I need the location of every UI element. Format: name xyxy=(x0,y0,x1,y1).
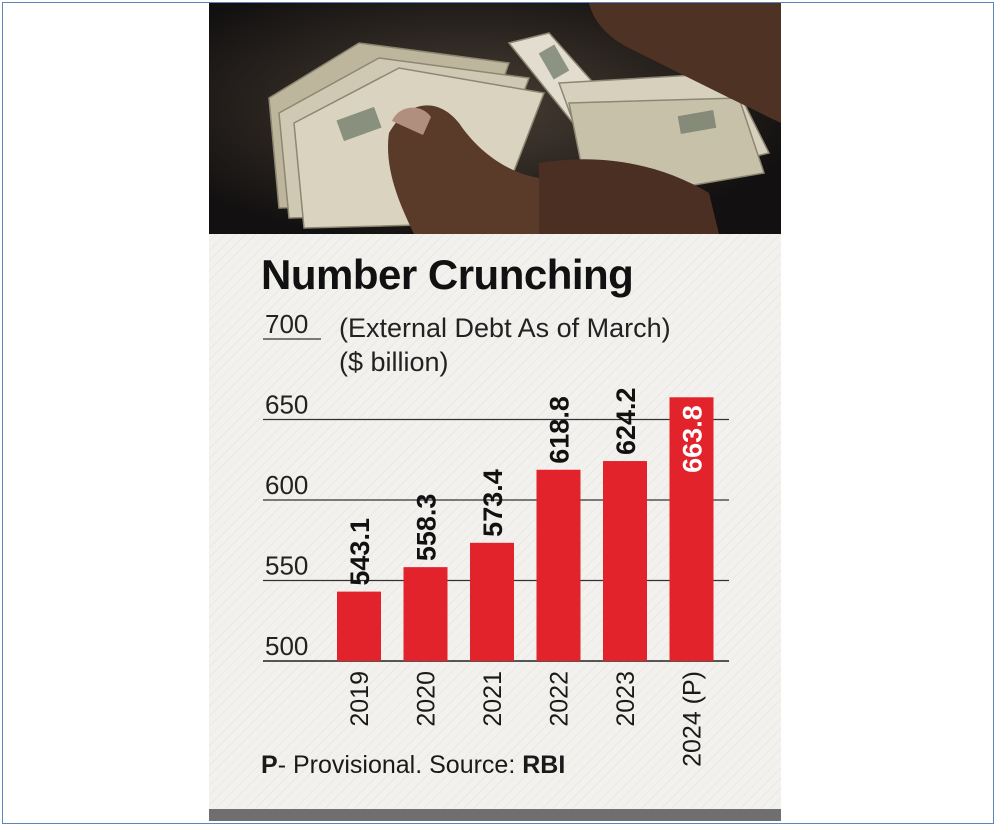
x-tick-label: 2021 xyxy=(479,671,507,727)
subtitle-line-2: ($ billion) xyxy=(339,347,449,377)
y-tick-label: 700 xyxy=(265,309,308,339)
card-bottom-bar xyxy=(209,809,781,821)
data-label: 543.1 xyxy=(345,518,375,586)
x-tick-label: 2022 xyxy=(546,671,574,727)
bar xyxy=(470,542,514,661)
y-tick-label: 650 xyxy=(265,390,308,420)
footnote-text: - Provisional. Source: xyxy=(277,751,523,779)
data-label: 624.2 xyxy=(611,387,641,455)
bar xyxy=(403,567,448,661)
y-tick-label: 600 xyxy=(265,470,308,500)
footnote-source: RBI xyxy=(522,751,566,779)
bar xyxy=(337,591,381,661)
y-tick-label: 500 xyxy=(265,631,308,661)
bar xyxy=(603,461,647,661)
subtitle-line-1: (External Debt As of March) xyxy=(339,313,671,343)
chart-title: Number Crunching xyxy=(261,251,634,298)
x-tick-label: 2019 xyxy=(346,671,374,727)
footnote-prefix: P xyxy=(261,751,278,779)
bar-chart: 500 550 600 650 700 543.1 2019 558.3 2020 573.4 20… xyxy=(263,309,729,767)
x-tick-label: 2023 xyxy=(612,671,640,727)
infographic-card: Number Crunching (External Debt As of Ma… xyxy=(209,3,781,821)
x-tick-label: 2020 xyxy=(413,671,441,727)
bar xyxy=(536,469,581,661)
banknotes-photo xyxy=(209,3,781,234)
y-tick-label: 550 xyxy=(265,551,308,581)
data-label: 663.8 xyxy=(678,405,708,473)
data-label: 573.4 xyxy=(478,469,508,537)
chart-subtitle: (External Debt As of March) ($ billion) xyxy=(339,311,671,379)
data-label: 558.3 xyxy=(412,494,442,562)
footnote: P- Provisional. Source: RBI xyxy=(261,751,565,780)
data-label: 618.8 xyxy=(545,396,575,464)
bar xyxy=(669,397,714,661)
x-tick-label: 2024 (P) xyxy=(679,671,707,767)
banknotes-illustration xyxy=(209,3,781,234)
